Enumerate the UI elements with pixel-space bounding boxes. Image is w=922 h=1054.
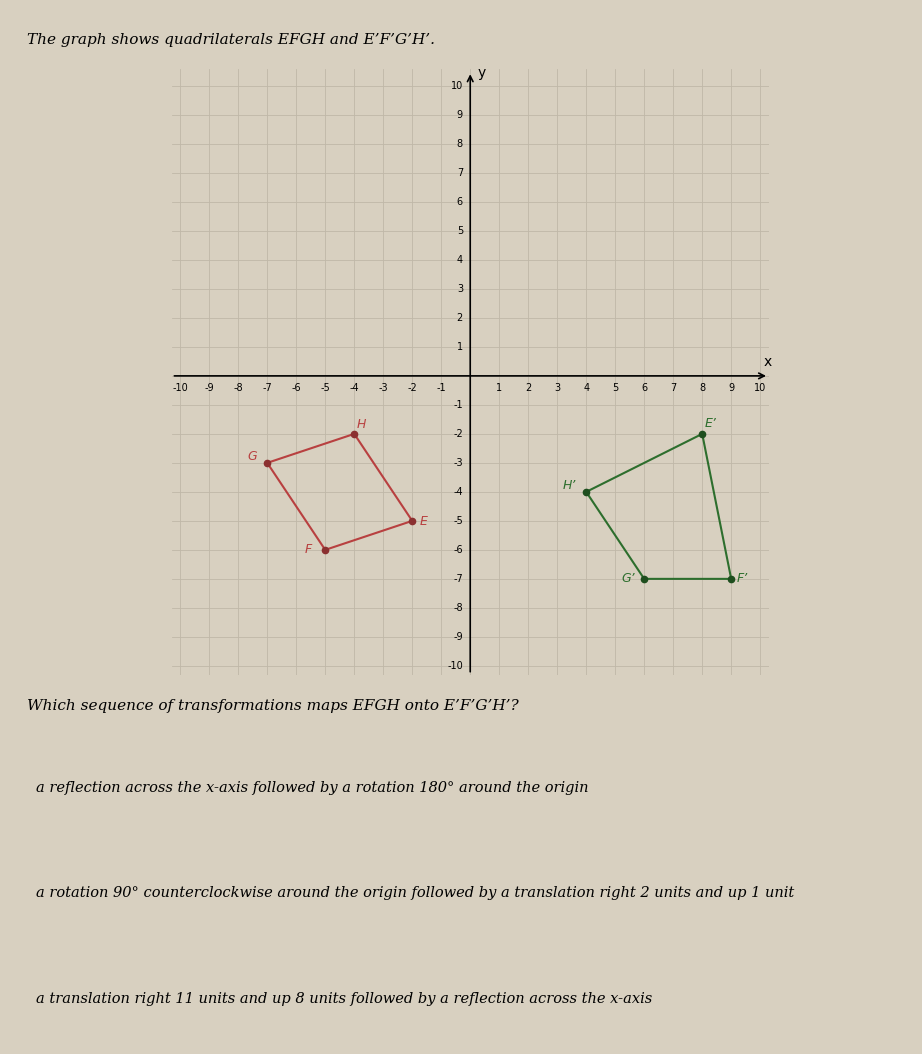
- Text: -6: -6: [291, 384, 301, 393]
- Text: 9: 9: [456, 110, 463, 120]
- Text: The graph shows quadrilaterals EFGH and E’F’G’H’.: The graph shows quadrilaterals EFGH and …: [28, 33, 435, 46]
- Text: -9: -9: [205, 384, 214, 393]
- Text: -5: -5: [454, 515, 463, 526]
- Text: G: G: [247, 450, 256, 463]
- Text: 6: 6: [456, 197, 463, 207]
- Text: -2: -2: [454, 429, 463, 438]
- Text: 8: 8: [456, 139, 463, 149]
- Text: a rotation 90° counterclockwise around the origin followed by a translation righ: a rotation 90° counterclockwise around t…: [36, 886, 795, 900]
- Text: H’: H’: [563, 479, 576, 492]
- Text: Which sequence of transformations maps EFGH onto E’F’G’H’?: Which sequence of transformations maps E…: [28, 699, 519, 714]
- Text: G’: G’: [621, 571, 634, 585]
- Text: F’: F’: [737, 571, 749, 585]
- Text: E’: E’: [705, 416, 717, 430]
- Text: 4: 4: [583, 384, 589, 393]
- Text: -3: -3: [378, 384, 388, 393]
- Text: 10: 10: [451, 81, 463, 91]
- Text: -4: -4: [349, 384, 359, 393]
- Text: F: F: [305, 543, 313, 555]
- Text: a reflection across the x-axis followed by a rotation 180° around the origin: a reflection across the x-axis followed …: [36, 781, 588, 795]
- Text: 6: 6: [641, 384, 647, 393]
- Text: 1: 1: [496, 384, 502, 393]
- Text: E: E: [420, 515, 428, 528]
- Text: 5: 5: [456, 226, 463, 236]
- Text: 7: 7: [456, 168, 463, 178]
- Text: y: y: [478, 65, 486, 80]
- Text: 7: 7: [670, 384, 677, 393]
- Text: -10: -10: [172, 384, 188, 393]
- Text: 2: 2: [526, 384, 531, 393]
- Text: -4: -4: [454, 487, 463, 496]
- Text: 2: 2: [456, 313, 463, 323]
- Text: -2: -2: [408, 384, 417, 393]
- Text: -3: -3: [454, 457, 463, 468]
- Text: 1: 1: [456, 341, 463, 352]
- Text: H: H: [357, 418, 367, 431]
- Text: 3: 3: [554, 384, 561, 393]
- Text: -7: -7: [263, 384, 272, 393]
- Text: 10: 10: [754, 384, 766, 393]
- Text: 8: 8: [699, 384, 705, 393]
- Text: x: x: [763, 354, 772, 369]
- Text: -1: -1: [454, 399, 463, 410]
- Text: -8: -8: [454, 603, 463, 612]
- Text: -9: -9: [454, 631, 463, 642]
- Text: -7: -7: [454, 573, 463, 584]
- Text: -1: -1: [436, 384, 446, 393]
- Text: -8: -8: [233, 384, 243, 393]
- Text: -5: -5: [320, 384, 330, 393]
- Text: 9: 9: [728, 384, 734, 393]
- Text: 5: 5: [612, 384, 619, 393]
- Text: -6: -6: [454, 545, 463, 554]
- Text: -10: -10: [447, 661, 463, 670]
- Text: 4: 4: [456, 255, 463, 265]
- Text: a translation right 11 units and up 8 units followed by a reflection across the : a translation right 11 units and up 8 un…: [36, 992, 653, 1006]
- Text: 3: 3: [456, 284, 463, 294]
